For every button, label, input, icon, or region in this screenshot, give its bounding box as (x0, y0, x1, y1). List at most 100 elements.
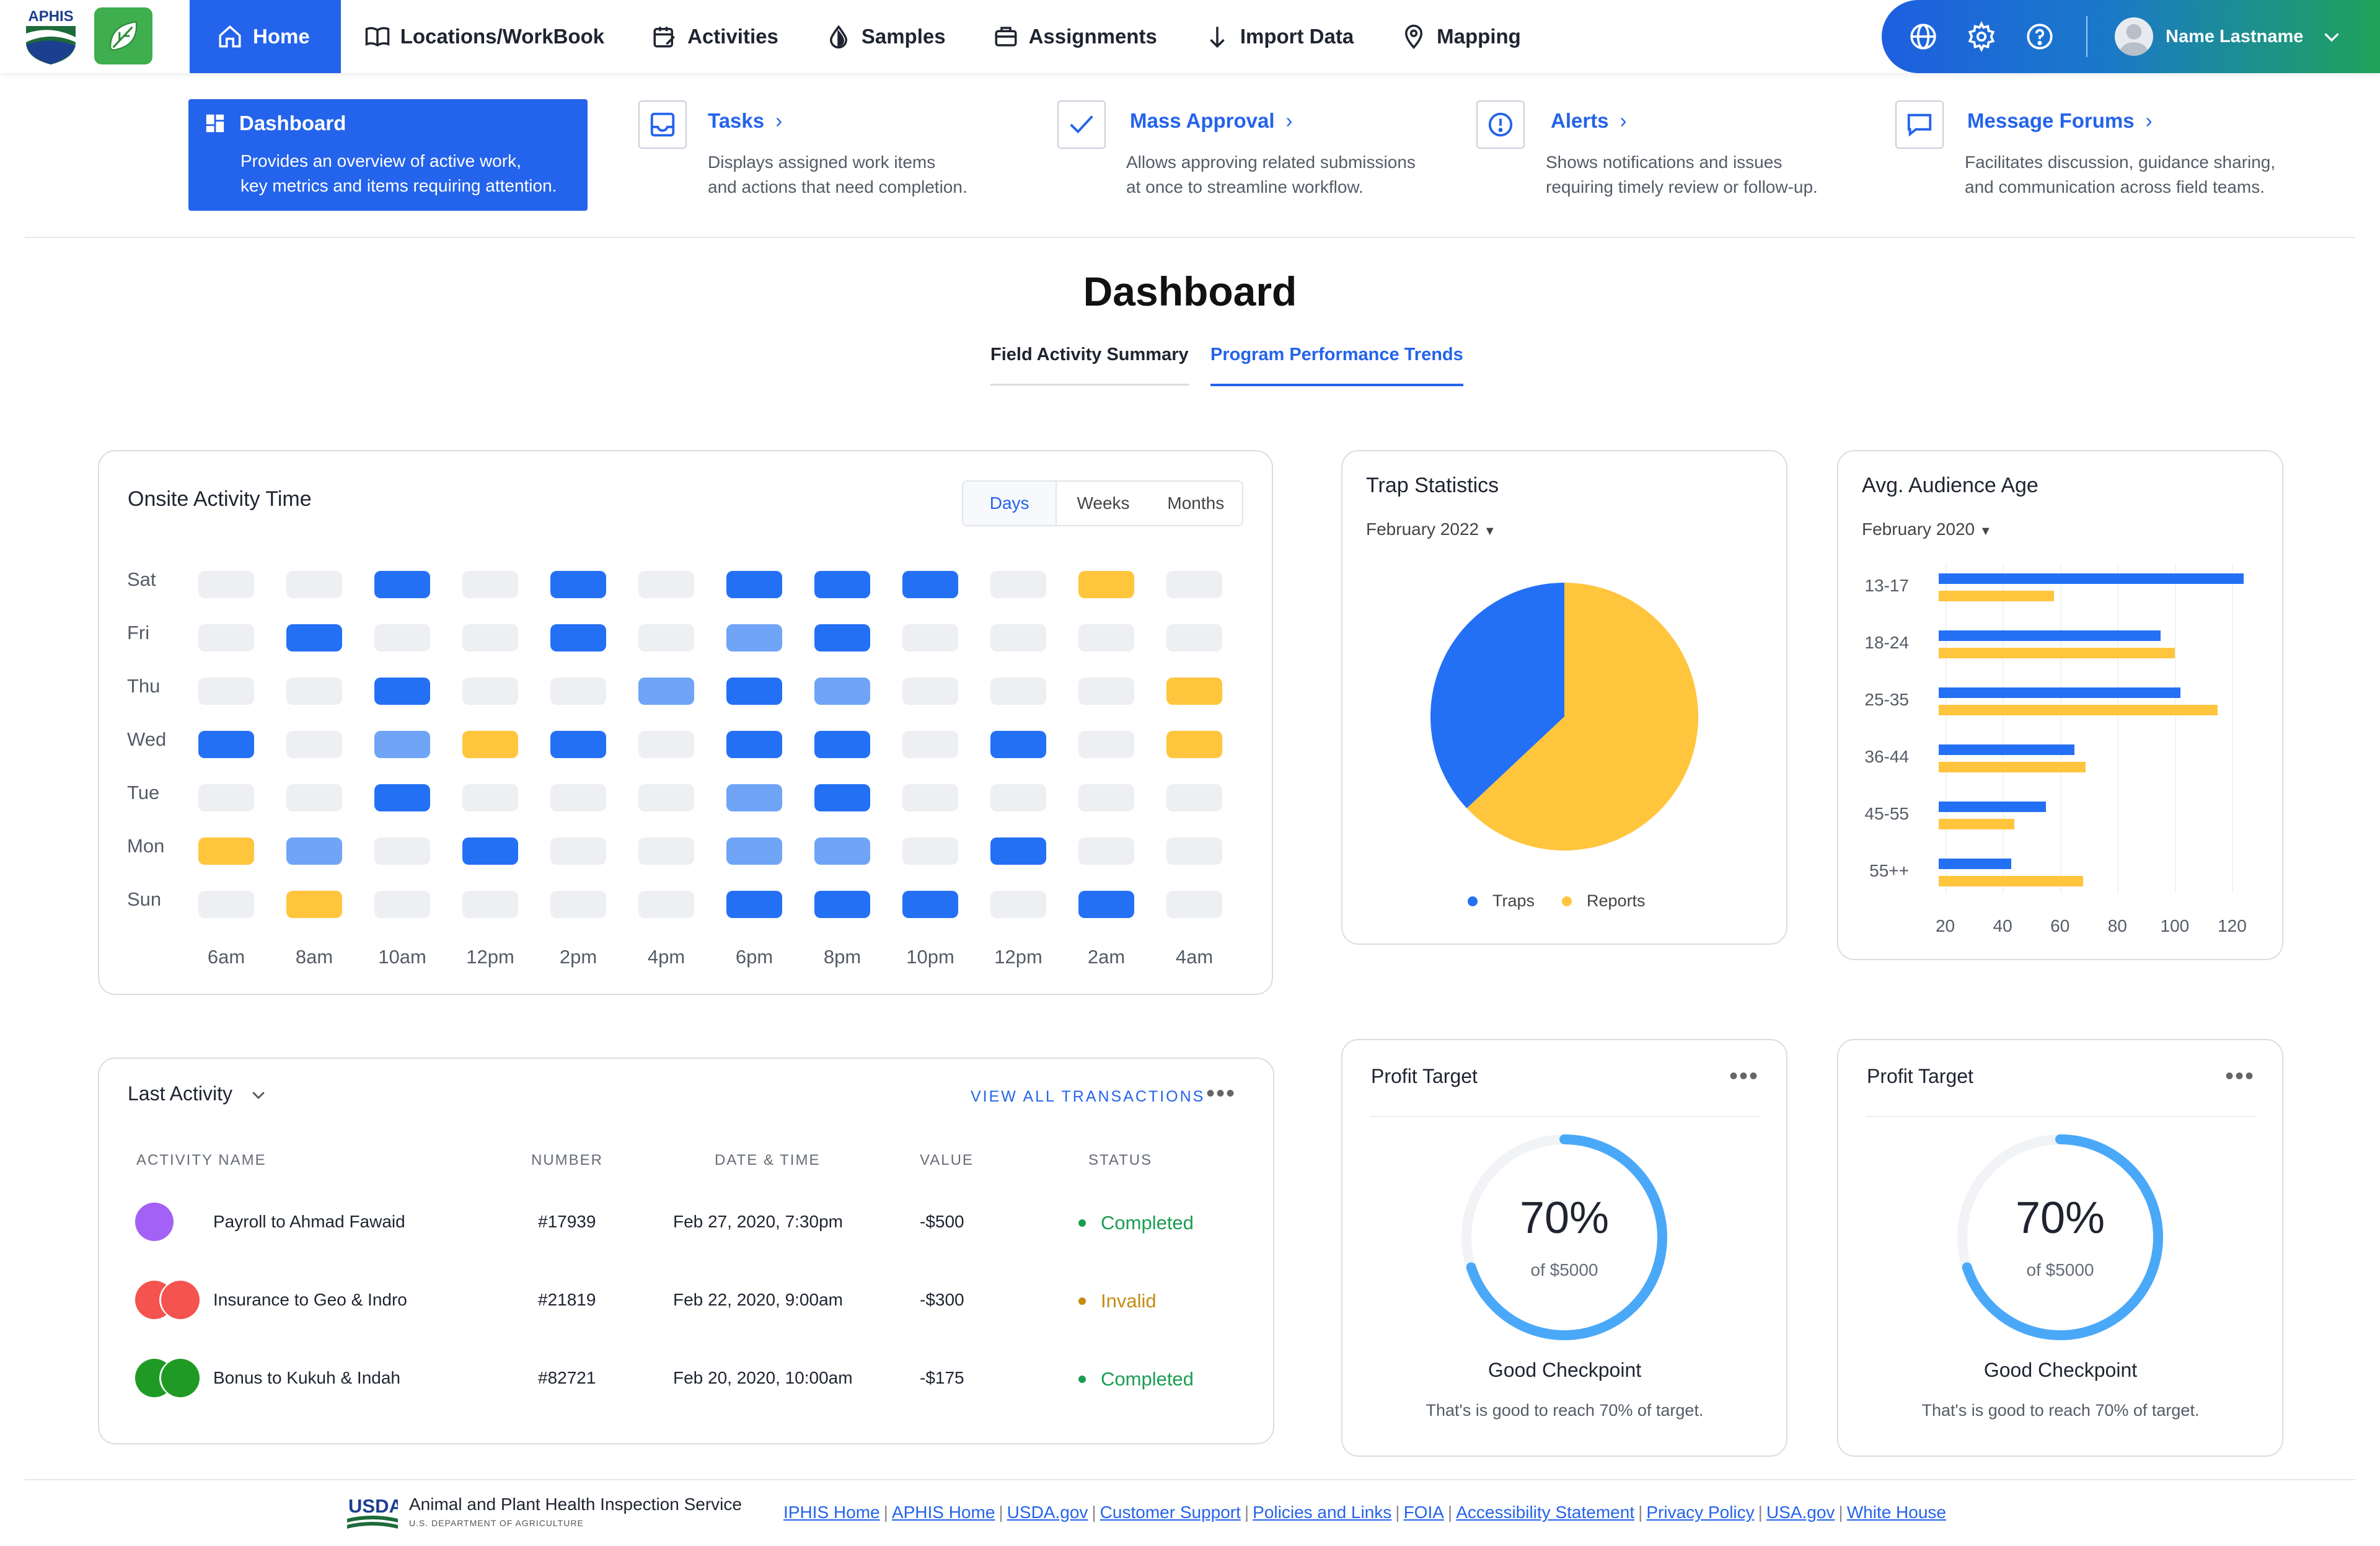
heatmap-cell[interactable] (286, 784, 342, 811)
heatmap-cell[interactable] (1078, 891, 1134, 918)
pie-slice-traps[interactable] (1430, 583, 1564, 808)
bar[interactable] (1939, 648, 2175, 658)
heatmap-cell[interactable] (198, 571, 254, 598)
heatmap-cell[interactable] (726, 891, 782, 918)
nav-home[interactable]: Home (190, 0, 341, 73)
heatmap-cell[interactable] (462, 891, 518, 918)
heatmap-cell[interactable] (286, 678, 342, 705)
heatmap-cell[interactable] (462, 624, 518, 652)
heatmap-cell[interactable] (374, 784, 430, 811)
footer-link-aphis-home[interactable]: APHIS Home (891, 1503, 995, 1522)
more-options-icon[interactable]: ••• (1729, 1062, 1760, 1090)
heatmap-cell[interactable] (462, 571, 518, 598)
heatmap-cell[interactable] (814, 624, 870, 652)
usda-logo[interactable]: USDA (347, 1494, 398, 1532)
heatmap-cell[interactable] (814, 678, 870, 705)
heatmap-cell[interactable] (286, 571, 342, 598)
heatmap-cell[interactable] (1078, 624, 1134, 652)
quick-link-message-forums[interactable]: Message Forums › (1967, 109, 2153, 133)
footer-link-white-house[interactable]: White House (1846, 1503, 1946, 1522)
footer-link-iphis-home[interactable]: IPHIS Home (783, 1503, 880, 1522)
footer-link-accessibility[interactable]: Accessibility Statement (1456, 1503, 1635, 1522)
heatmap-cell[interactable] (198, 624, 254, 652)
heatmap-cell[interactable] (726, 624, 782, 652)
heatmap-cell[interactable] (726, 837, 782, 865)
heatmap-cell[interactable] (638, 571, 694, 598)
heatmap-cell[interactable] (198, 731, 254, 758)
heatmap-cell[interactable] (1166, 837, 1222, 865)
bar[interactable] (1939, 762, 2086, 772)
heatmap-cell[interactable] (198, 678, 254, 705)
heatmap-cell[interactable] (198, 837, 254, 865)
audience-month-select[interactable]: February 2020 ▼ (1862, 519, 1992, 539)
heatmap-cell[interactable] (1166, 624, 1222, 652)
activity-name[interactable]: Payroll to Ahmad Fawaid (213, 1212, 405, 1231)
more-options-icon[interactable]: ••• (2225, 1062, 2255, 1090)
heatmap-cell[interactable] (286, 891, 342, 918)
heatmap-cell[interactable] (902, 731, 958, 758)
heatmap-cell[interactable] (286, 624, 342, 652)
heatmap-cell[interactable] (550, 784, 606, 811)
heatmap-cell[interactable] (550, 837, 606, 865)
trap-month-select[interactable]: February 2022 ▼ (1366, 519, 1496, 539)
heatmap-cell[interactable] (374, 731, 430, 758)
heatmap-cell[interactable] (638, 891, 694, 918)
user-name[interactable]: Name Lastname (2166, 26, 2304, 46)
help-icon[interactable] (2024, 21, 2055, 52)
heatmap-cell[interactable] (726, 784, 782, 811)
range-months[interactable]: Months (1167, 493, 1225, 513)
heatmap-cell[interactable] (374, 891, 430, 918)
footer-link-foia[interactable]: FOIA (1403, 1503, 1444, 1522)
heatmap-cell[interactable] (462, 784, 518, 811)
heatmap-cell[interactable] (990, 678, 1046, 705)
heatmap-cell[interactable] (814, 837, 870, 865)
heatmap-cell[interactable] (814, 784, 870, 811)
heatmap-cell[interactable] (902, 624, 958, 652)
heatmap-cell[interactable] (286, 731, 342, 758)
globe-icon[interactable] (1908, 21, 1939, 52)
heatmap-cell[interactable] (902, 678, 958, 705)
gear-icon[interactable] (1966, 21, 1997, 52)
more-options-icon[interactable]: ••• (1206, 1080, 1236, 1107)
heatmap-cell[interactable] (1166, 678, 1222, 705)
heatmap-cell[interactable] (1078, 731, 1134, 758)
footer-link-privacy[interactable]: Privacy Policy (1646, 1503, 1755, 1522)
heatmap-cell[interactable] (726, 678, 782, 705)
view-all-transactions-link[interactable]: VIEW ALL TRANSACTIONS (971, 1088, 1205, 1105)
bar[interactable] (1939, 744, 2074, 755)
heatmap-cell[interactable] (814, 571, 870, 598)
nav-assignments[interactable]: Assignments (969, 0, 1181, 73)
avatar[interactable] (2115, 17, 2153, 56)
bar[interactable] (1939, 876, 2083, 886)
heatmap-cell[interactable] (638, 837, 694, 865)
heatmap-cell[interactable] (814, 731, 870, 758)
heatmap-cell[interactable] (990, 571, 1046, 598)
heatmap-cell[interactable] (638, 678, 694, 705)
heatmap-cell[interactable] (462, 731, 518, 758)
activity-name[interactable]: Insurance to Geo & Indro (213, 1290, 407, 1309)
heatmap-cell[interactable] (550, 731, 606, 758)
footer-link-usa-gov[interactable]: USA.gov (1766, 1503, 1835, 1522)
bar[interactable] (1939, 591, 2055, 601)
bar[interactable] (1939, 573, 2244, 584)
range-weeks[interactable]: Weeks (1077, 493, 1130, 513)
bar[interactable] (1939, 802, 2046, 812)
bar[interactable] (1939, 819, 2014, 829)
heatmap-cell[interactable] (1166, 731, 1222, 758)
heatmap-cell[interactable] (902, 784, 958, 811)
last-activity-title[interactable]: Last Activity (128, 1082, 268, 1105)
heatmap-cell[interactable] (462, 837, 518, 865)
range-days[interactable]: Days (963, 482, 1057, 525)
heatmap-cell[interactable] (1078, 571, 1134, 598)
heatmap-cell[interactable] (638, 624, 694, 652)
tab-field-activity-summary[interactable]: Field Activity Summary (990, 345, 1189, 386)
bar[interactable] (1939, 687, 2181, 698)
tab-program-performance-trends[interactable]: Program Performance Trends (1210, 345, 1463, 386)
heatmap-cell[interactable] (198, 784, 254, 811)
heatmap-cell[interactable] (902, 891, 958, 918)
quick-link-mass-approval[interactable]: Mass Approval › (1130, 109, 1293, 133)
heatmap-cell[interactable] (1166, 891, 1222, 918)
heatmap-cell[interactable] (902, 571, 958, 598)
bar[interactable] (1939, 630, 2161, 641)
leaf-app-logo[interactable] (94, 7, 152, 64)
